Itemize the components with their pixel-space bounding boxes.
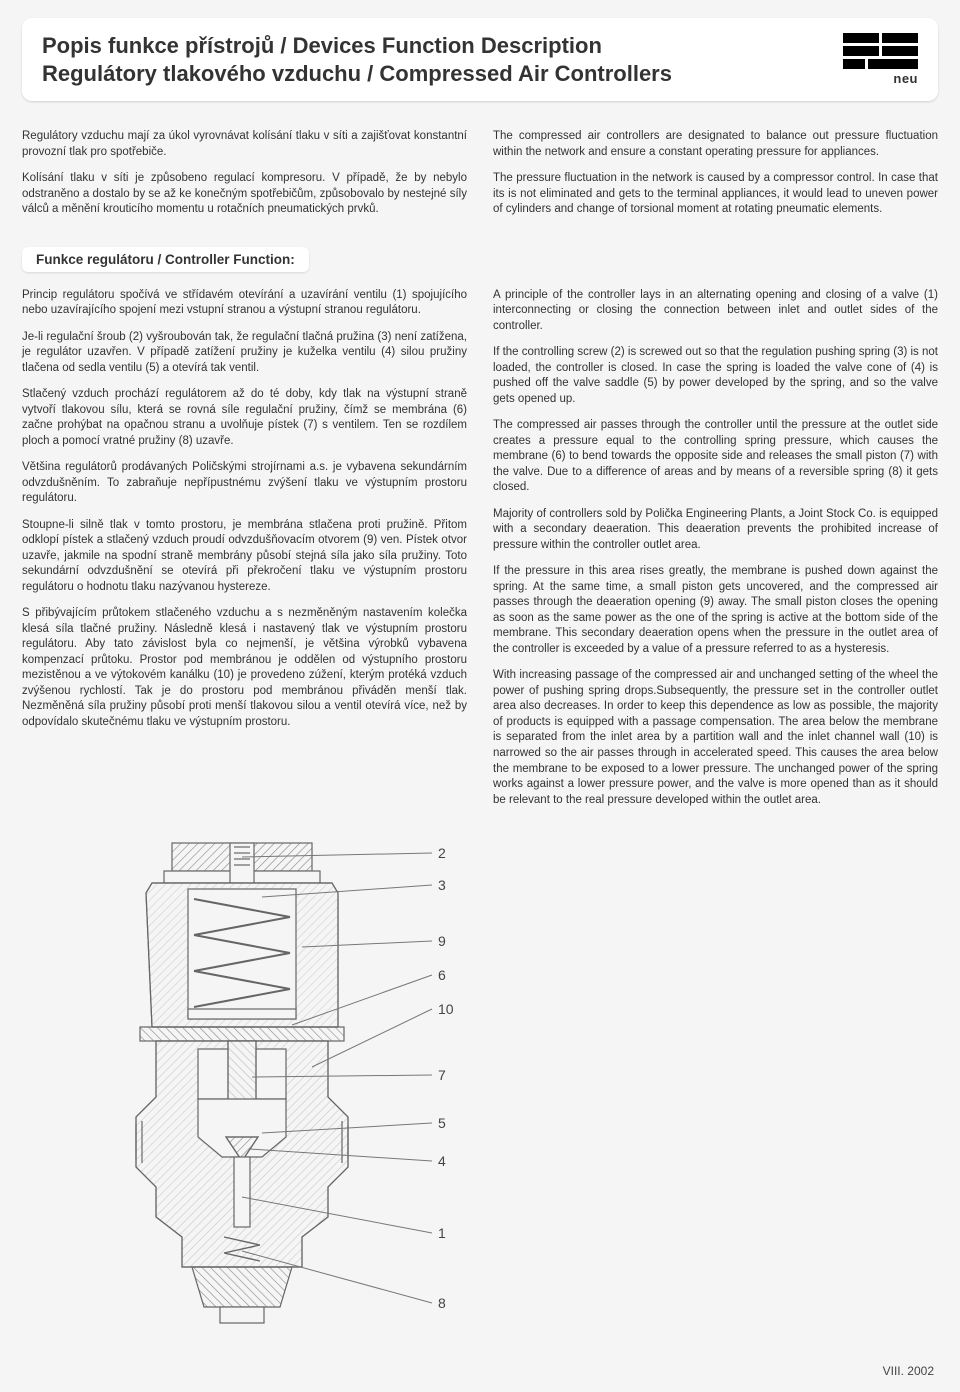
logo-bars-icon bbox=[843, 33, 918, 69]
callout-5: 5 bbox=[438, 1115, 446, 1131]
intro-right-p2: The pressure fluctuation in the network … bbox=[493, 171, 938, 218]
callout-9: 9 bbox=[438, 933, 446, 949]
intro-right-p1: The compressed air controllers are desig… bbox=[493, 129, 938, 160]
fn-left-p3: Stlačený vzduch prochází regulátorem až … bbox=[22, 387, 467, 449]
title-line-2: Regulátory tlakového vzduchu / Compresse… bbox=[42, 60, 672, 88]
function-columns: Princip regulátoru spočívá ve střídavém … bbox=[22, 288, 938, 819]
callout-1: 1 bbox=[438, 1225, 446, 1241]
fn-right-p3: The compressed air passes through the co… bbox=[493, 418, 938, 496]
section-label: Funkce regulátoru / Controller Function: bbox=[22, 247, 309, 272]
section-label-wrap: Funkce regulátoru / Controller Function: bbox=[22, 247, 938, 272]
intro-columns: Regulátory vzduchu mají za úkol vyrovnáv… bbox=[22, 129, 938, 229]
callout-8: 8 bbox=[438, 1295, 446, 1311]
function-right-col: A principle of the controller lays in an… bbox=[493, 288, 938, 819]
fn-right-p5: If the pressure in this area rises great… bbox=[493, 564, 938, 657]
device-diagram-svg bbox=[102, 837, 542, 1357]
callout-4: 4 bbox=[438, 1153, 446, 1169]
fn-right-p2: If the controlling screw (2) is screwed … bbox=[493, 345, 938, 407]
callout-3: 3 bbox=[438, 877, 446, 893]
callout-6: 6 bbox=[438, 967, 446, 983]
intro-left-p2: Kolísání tlaku v síti je způsobeno regul… bbox=[22, 171, 467, 218]
intro-left-p1: Regulátory vzduchu mají za úkol vyrovnáv… bbox=[22, 129, 467, 160]
intro-right-col: The compressed air controllers are desig… bbox=[493, 129, 938, 229]
fn-right-p4: Majority of controllers sold by Polička … bbox=[493, 507, 938, 554]
logo-text: neu bbox=[893, 71, 918, 86]
callout-7: 7 bbox=[438, 1067, 446, 1083]
fn-left-p2: Je-li regulační šroub (2) vyšroubován ta… bbox=[22, 330, 467, 377]
intro-left-col: Regulátory vzduchu mají za úkol vyrovnáv… bbox=[22, 129, 467, 229]
function-left-col: Princip regulátoru spočívá ve střídavém … bbox=[22, 288, 467, 819]
fn-right-p1: A principle of the controller lays in an… bbox=[493, 288, 938, 335]
callout-2: 2 bbox=[438, 845, 446, 861]
header-box: Popis funkce přístrojů / Devices Functio… bbox=[22, 18, 938, 101]
fn-left-p6: S přibývajícím průtokem stlačeného vzduc… bbox=[22, 606, 467, 730]
device-diagram: 2 3 9 6 10 7 5 4 1 8 bbox=[102, 837, 542, 1357]
fn-left-p4: Většina regulátorů prodávaných Poličským… bbox=[22, 460, 467, 507]
logo: neu bbox=[843, 33, 918, 86]
fn-right-p6: With increasing passage of the compresse… bbox=[493, 668, 938, 808]
fn-left-p5: Stoupne-li silně tlak v tomto prostoru, … bbox=[22, 518, 467, 596]
title-line-1: Popis funkce přístrojů / Devices Functio… bbox=[42, 32, 672, 60]
fn-left-p1: Princip regulátoru spočívá ve střídavém … bbox=[22, 288, 467, 319]
callout-10: 10 bbox=[438, 1001, 454, 1017]
header-titles: Popis funkce přístrojů / Devices Functio… bbox=[42, 32, 672, 87]
footer-date: VIII. 2002 bbox=[883, 1364, 934, 1378]
